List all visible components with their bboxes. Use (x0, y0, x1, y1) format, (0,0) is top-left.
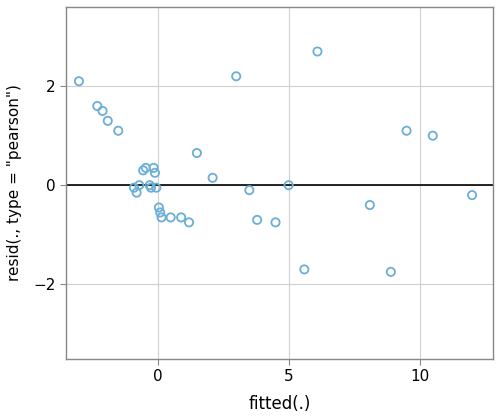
Point (146, 182, 154, 189)
Point (232, 73, 240, 80)
Point (98, 108, 106, 114)
Point (402, 127, 410, 134)
Point (150, 165, 158, 171)
Point (300, 266, 308, 273)
Point (366, 202, 374, 208)
Point (314, 48, 322, 55)
Point (114, 127, 122, 134)
Point (139, 167, 147, 174)
Point (193, 150, 201, 156)
Point (468, 192, 476, 199)
Point (155, 204, 163, 211)
Point (429, 132, 437, 139)
Point (246, 187, 254, 194)
Point (104, 118, 112, 124)
Point (177, 214, 185, 221)
Point (158, 214, 166, 221)
Y-axis label: resid(., type = "pearson"): resid(., type = "pearson") (7, 84, 22, 281)
Point (135, 182, 143, 189)
Point (147, 184, 155, 191)
Point (132, 189, 140, 196)
Point (94, 102, 102, 109)
Point (130, 184, 138, 191)
Point (152, 184, 160, 191)
Point (75, 78, 83, 84)
X-axis label: fitted(.): fitted(.) (248, 395, 310, 413)
Point (156, 209, 164, 216)
Point (151, 170, 159, 176)
Point (253, 217, 261, 223)
Point (272, 219, 280, 226)
Point (284, 182, 292, 189)
Point (208, 174, 216, 181)
Point (166, 214, 174, 221)
Point (142, 165, 150, 171)
Point (387, 268, 395, 275)
Point (185, 219, 193, 226)
